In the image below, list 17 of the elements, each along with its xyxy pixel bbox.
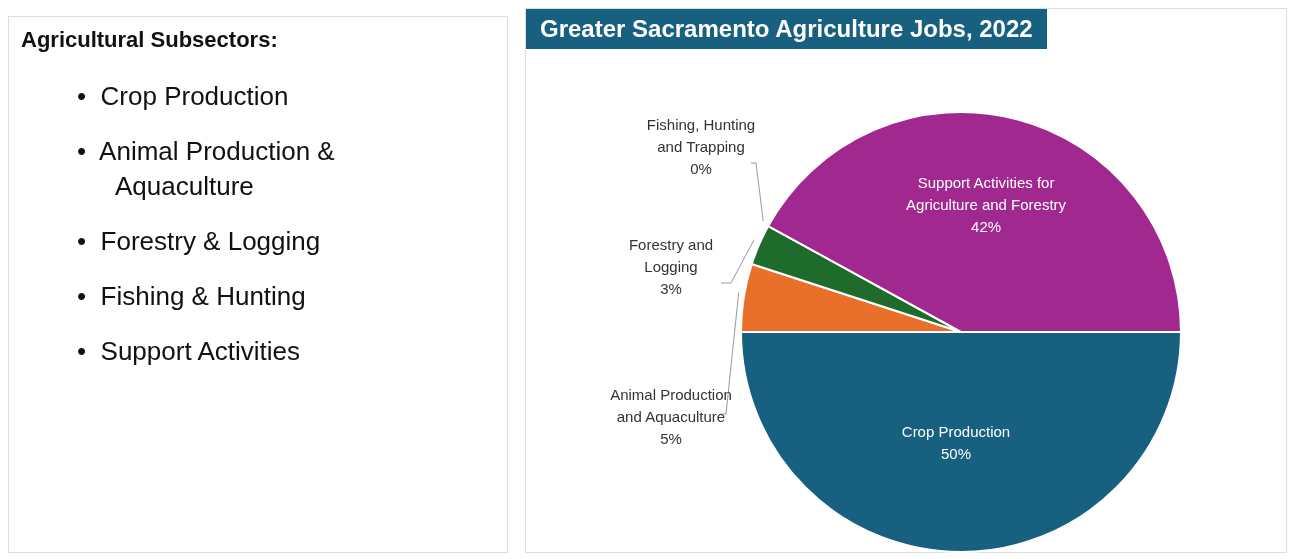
slice-label: Animal Production and Aquaculture	[610, 386, 732, 425]
text: • Forestry & Logging	[77, 225, 322, 258]
text: • Fishing & Hunting	[77, 280, 307, 313]
data-label: 3%	[660, 280, 682, 297]
data-label: 42%	[971, 217, 1002, 235]
text: • Animal Production & Aquaculture	[77, 135, 336, 203]
slice-label: Support Activities for Agriculture and Forestry	[906, 173, 1067, 213]
data-label: 50%	[940, 445, 972, 462]
slice-label: Crop Production	[901, 423, 1011, 440]
text: • Crop Production	[77, 80, 290, 113]
text: • Support Activities	[77, 335, 301, 368]
text: Agricultural Subsectors:	[21, 27, 278, 53]
text: 0%	[690, 160, 712, 177]
category-label: Fishing, Hunting and Trapping	[646, 116, 756, 155]
slice-label: Forestry and Logging	[628, 236, 714, 275]
data-label: 5%	[660, 430, 682, 447]
chart-title: Greater Sacramento Agriculture Jobs, 2022	[526, 9, 1047, 49]
